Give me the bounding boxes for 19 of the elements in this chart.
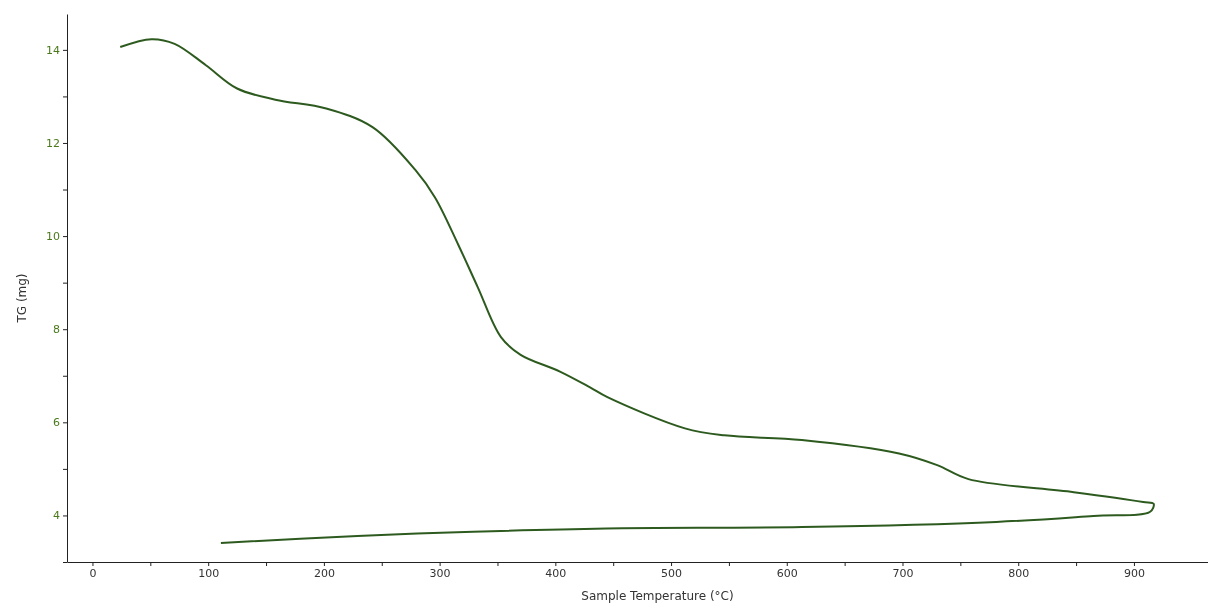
y-tick-label: 4 <box>53 509 60 523</box>
x-tick-label: 700 <box>892 566 914 580</box>
x-axis-title: Sample Temperature (°C) <box>581 589 734 603</box>
y-tick-label: 8 <box>53 323 60 337</box>
x-tick-label: 500 <box>661 566 683 580</box>
x-tick-label: 400 <box>545 566 567 580</box>
y-tick-label: 12 <box>46 136 60 150</box>
x-tick-label: 800 <box>1008 566 1030 580</box>
x-tick-label: 200 <box>313 566 335 580</box>
line-series <box>119 38 1155 544</box>
x-tick-label: 600 <box>776 566 798 580</box>
y-axis-title: TG (mg) <box>15 273 29 324</box>
y-tick-label: 14 <box>46 43 60 57</box>
x-tick-label: 100 <box>198 566 220 580</box>
x-tick-label: 0 <box>89 566 97 580</box>
x-tick-label: 300 <box>429 566 451 580</box>
y-tick-label: 10 <box>46 230 60 244</box>
y-tick-label: 6 <box>53 416 60 430</box>
x-tick-label: 900 <box>1123 566 1145 580</box>
